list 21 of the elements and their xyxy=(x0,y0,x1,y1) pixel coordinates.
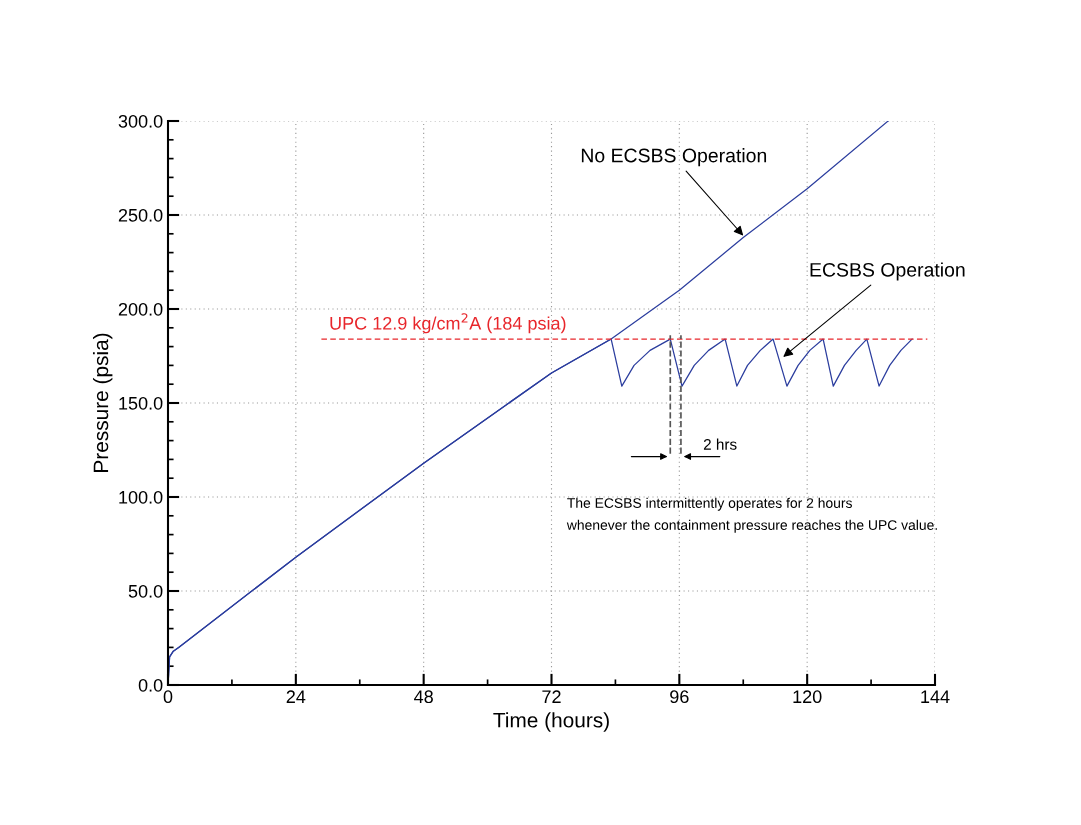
annotation: No ECSBS Operation xyxy=(581,148,767,167)
y-tick-label: 0.0 xyxy=(138,678,163,692)
x-tick-label: 0 xyxy=(163,690,173,704)
x-tick-label: 72 xyxy=(542,690,561,703)
x-tick-label: 120 xyxy=(793,690,822,704)
x-tick-label: 96 xyxy=(670,690,689,704)
x-axis-title: Time (hours) xyxy=(493,712,609,732)
annotation: ECSBS Operation xyxy=(810,262,965,281)
ref-line-label: UPC 12.9 kg/cm$^{2}$A (184 psia) xyxy=(330,313,566,334)
y-axis-title: Pressure (psia) xyxy=(92,333,113,472)
x-tick-label: 24 xyxy=(286,690,306,703)
y-tick-label: 100.0 xyxy=(119,490,163,504)
y-tick-label: 300.0 xyxy=(118,114,163,128)
x-tick-label: 144 xyxy=(921,690,950,703)
y-tick-label: 150.0 xyxy=(119,396,163,410)
annotation: 2 hrs xyxy=(703,438,737,450)
annotation: The ECSBS intermittently operates for 2 hours whenever the containment pressure reaches the UPC value. xyxy=(566,497,937,533)
y-tick-label: 250.0 xyxy=(118,208,163,222)
x-tick-label: 48 xyxy=(414,690,433,704)
y-tick-label: 50.0 xyxy=(128,584,163,598)
y-tick-label: 200.0 xyxy=(118,302,163,316)
